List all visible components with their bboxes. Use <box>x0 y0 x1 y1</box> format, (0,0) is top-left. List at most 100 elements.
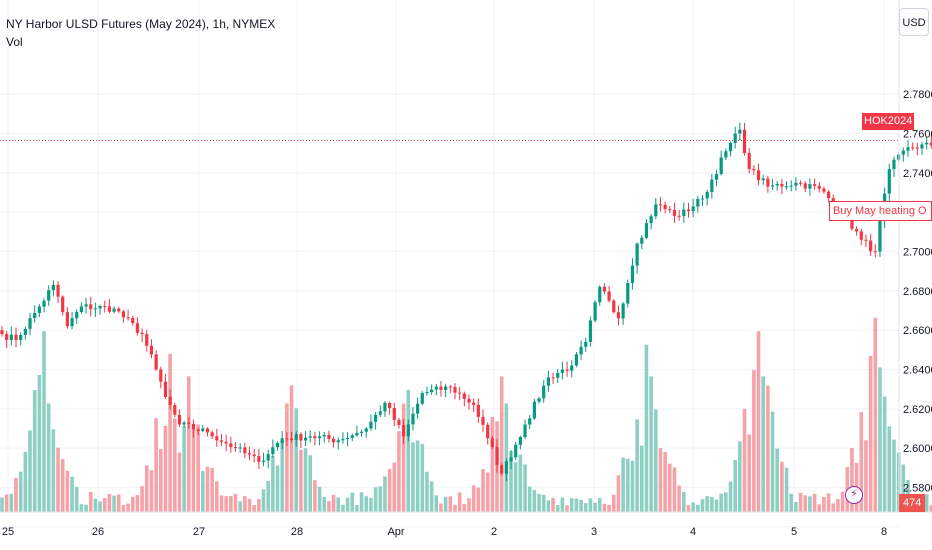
candle-body <box>28 318 32 329</box>
candle-body <box>794 182 798 186</box>
candle-body <box>616 312 621 319</box>
candle-body <box>187 422 191 424</box>
volume-bar <box>471 485 476 512</box>
volume-bar <box>144 465 149 512</box>
candle-body <box>668 209 672 211</box>
volume-bar <box>752 370 756 512</box>
candle-body <box>658 204 663 206</box>
candle-body <box>705 192 709 199</box>
volume-bar <box>574 498 579 512</box>
candle-body <box>135 323 140 333</box>
volume-bar <box>303 448 308 512</box>
candle-body <box>9 334 13 340</box>
volume-bar <box>691 502 695 512</box>
flash-icon[interactable]: ⚡ <box>845 486 863 504</box>
candle-body <box>434 386 438 390</box>
volume-bar <box>878 367 882 512</box>
candle-body <box>733 133 737 143</box>
candle-body <box>182 422 186 425</box>
candle-body <box>350 435 354 439</box>
volume-bar <box>901 464 906 512</box>
volume-bar <box>803 495 808 512</box>
volume-bar <box>140 486 144 512</box>
candle-body <box>430 389 434 393</box>
candle-body <box>425 392 429 394</box>
candle-body <box>495 447 499 465</box>
currency-button[interactable]: USD <box>899 8 929 36</box>
volume-bar <box>710 496 714 512</box>
volume-bar <box>317 486 322 512</box>
volume-bar <box>88 491 93 512</box>
volume-bar <box>616 475 621 512</box>
volume-bar <box>79 504 84 512</box>
price-tick-label: 2.6200 <box>903 404 932 416</box>
candle-body <box>121 311 126 318</box>
volume-bar <box>158 449 163 512</box>
volume-bar <box>266 480 270 512</box>
volume-bar <box>700 499 705 512</box>
volume-bar <box>840 491 845 512</box>
volume-bar <box>443 496 448 512</box>
volume-bar <box>201 471 205 512</box>
volume-bar <box>775 448 780 512</box>
price-tick-label: 2.6600 <box>903 325 932 337</box>
time-tick-label: 8 <box>881 526 887 538</box>
candle-body <box>117 308 121 312</box>
candle-body <box>467 398 471 403</box>
candle-body <box>205 428 210 433</box>
candle-body <box>299 434 303 441</box>
candle-body <box>556 372 560 378</box>
volume-bar <box>397 431 401 512</box>
volume-bar <box>644 344 649 512</box>
time-tick-label: 4 <box>690 526 696 538</box>
candle-body <box>37 306 41 313</box>
symbol-title[interactable]: NY Harbor ULSD Futures (May 2024), 1h, N… <box>6 17 276 31</box>
time-axis[interactable]: 25 26 27 28 Apr 2 3 4 5 8 <box>2 526 887 538</box>
volume-bar <box>611 494 616 512</box>
volume-bar <box>887 426 892 512</box>
annotation-note[interactable]: Buy May heating O <box>829 201 932 221</box>
time-tick-label: 28 <box>291 526 303 538</box>
volume-bar <box>219 495 224 512</box>
candle-body <box>920 144 924 149</box>
volume-bar <box>892 439 896 512</box>
volume-bar <box>327 501 331 512</box>
volume-bar <box>149 470 154 512</box>
volume-bar <box>14 477 18 512</box>
volume-bar <box>560 497 565 512</box>
volume-bar <box>766 385 770 512</box>
volume-bar <box>313 480 317 512</box>
time-tick-label: 5 <box>791 526 797 538</box>
candle-body <box>826 191 831 199</box>
candle-body <box>345 438 350 440</box>
volume-bar <box>509 450 513 512</box>
volume-bar <box>369 497 373 512</box>
candle-body <box>859 231 863 240</box>
candle-body <box>780 183 784 187</box>
candle-body <box>416 403 420 414</box>
volume-bar <box>401 403 406 512</box>
volume-bar <box>299 449 303 512</box>
volume-bar <box>579 499 583 512</box>
volume-bar <box>116 494 121 512</box>
volume-bar <box>373 487 378 512</box>
volume-bar <box>425 471 429 512</box>
volume-bar <box>4 494 9 512</box>
candle-body <box>42 300 46 307</box>
volume-bar <box>481 469 485 512</box>
volume-bar <box>42 331 46 512</box>
volume-bar <box>168 353 172 512</box>
price-axis[interactable]: 2.78002.76002.74002.72002.70002.68002.66… <box>903 89 932 494</box>
volume-bar <box>588 498 593 512</box>
volume-bar <box>836 499 840 512</box>
volume-bar <box>163 425 168 512</box>
candle-body <box>261 460 266 462</box>
volume-bar <box>663 452 667 512</box>
candle-body <box>906 147 910 151</box>
candle-body <box>336 440 340 443</box>
volume-bar <box>107 493 112 512</box>
time-tick-label: 26 <box>92 526 104 538</box>
volume-bar <box>98 501 102 512</box>
volume-indicator-label[interactable]: Vol <box>6 35 23 49</box>
